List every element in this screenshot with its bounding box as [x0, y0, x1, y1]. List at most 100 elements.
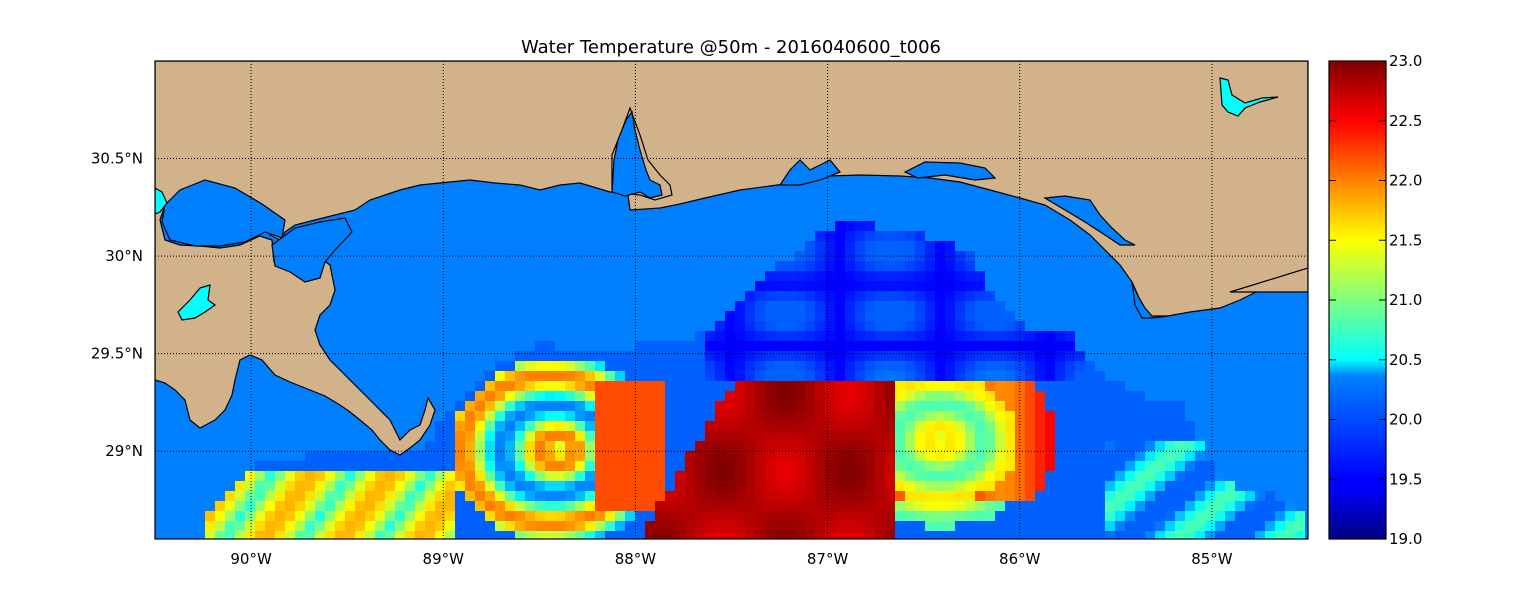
temperature-cell [375, 501, 385, 511]
temperature-cell [355, 511, 365, 521]
temperature-cell [615, 361, 625, 371]
temperature-cell [835, 301, 845, 311]
temperature-cell [405, 471, 415, 481]
temperature-cell [735, 521, 745, 531]
temperature-cell [705, 521, 715, 531]
temperature-cell [895, 461, 905, 471]
temperature-cell [825, 491, 835, 501]
temperature-cell [625, 501, 635, 511]
temperature-cell [405, 461, 415, 471]
temperature-cell [655, 481, 665, 491]
temperature-cell [935, 291, 945, 301]
colorbar-tick-label: 19.5 [1389, 470, 1422, 488]
temperature-cell [455, 491, 465, 501]
land-east-inner [1229, 61, 1308, 293]
temperature-cell [585, 401, 595, 411]
temperature-cell [625, 491, 635, 501]
temperature-cell [645, 511, 655, 521]
temperature-cell [965, 361, 975, 371]
temperature-cell [925, 261, 935, 271]
temperature-cell [925, 321, 935, 331]
temperature-cell [745, 451, 755, 461]
temperature-cell [305, 461, 315, 471]
temperature-cell [665, 481, 675, 491]
temperature-cell [805, 411, 815, 421]
temperature-cell [705, 491, 715, 501]
temperature-cell [1205, 481, 1215, 491]
temperature-cell [1035, 371, 1045, 381]
temperature-cell [875, 471, 885, 481]
temperature-cell [845, 441, 855, 451]
temperature-cell [935, 281, 945, 291]
temperature-cell [485, 381, 495, 391]
temperature-cell [1125, 431, 1135, 441]
temperature-cell [845, 411, 855, 421]
temperature-cell [1065, 411, 1075, 421]
temperature-cell [575, 481, 585, 491]
temperature-cell [905, 431, 915, 441]
temperature-cell [885, 361, 895, 371]
lat-tick-label: 30°N [105, 247, 143, 265]
temperature-cell [925, 281, 935, 291]
temperature-cell [565, 511, 575, 521]
temperature-cell [725, 361, 735, 371]
temperature-cell [375, 481, 385, 491]
temperature-cell [815, 381, 825, 391]
temperature-cell [905, 311, 915, 321]
temperature-cell [825, 451, 835, 461]
temperature-cell [515, 361, 525, 371]
temperature-cell [715, 461, 725, 471]
temperature-cell [815, 321, 825, 331]
temperature-cell [975, 401, 985, 411]
temperature-cell [755, 511, 765, 521]
temperature-cell [895, 431, 905, 441]
temperature-cell [1185, 451, 1195, 461]
temperature-cell [655, 501, 665, 511]
temperature-cell [635, 381, 645, 391]
temperature-cell [365, 451, 375, 461]
temperature-cell [1085, 401, 1095, 411]
temperature-cell [895, 331, 905, 341]
temperature-cell [615, 371, 625, 381]
temperature-cell [505, 431, 515, 441]
temperature-cell [705, 421, 715, 431]
temperature-cell [855, 301, 865, 311]
temperature-cell [265, 531, 275, 539]
temperature-cell [465, 531, 475, 539]
temperature-cell [1095, 521, 1105, 531]
temperature-cell [765, 431, 775, 441]
temperature-cell [745, 311, 755, 321]
temperature-cell [835, 491, 845, 501]
temperature-cell [1065, 501, 1075, 511]
temperature-cell [1145, 471, 1155, 481]
temperature-cell [315, 481, 325, 491]
temperature-cell [715, 401, 725, 411]
temperature-cell [535, 431, 545, 441]
temperature-cell [975, 531, 985, 539]
temperature-cell [665, 531, 675, 539]
temperature-cell [1185, 471, 1195, 481]
temperature-cell [535, 361, 545, 371]
temperature-cell [275, 521, 285, 531]
temperature-cell [895, 341, 905, 351]
temperature-cell [1235, 491, 1245, 501]
temperature-cell [485, 501, 495, 511]
temperature-cell [475, 391, 485, 401]
temperature-cell [985, 401, 995, 411]
temperature-cell [975, 461, 985, 471]
temperature-cell [1045, 511, 1055, 521]
temperature-cell [805, 521, 815, 531]
temperature-cell [1025, 441, 1035, 451]
temperature-cell [985, 411, 995, 421]
temperature-cell [645, 431, 655, 441]
temperature-cell [785, 301, 795, 311]
temperature-cell [495, 491, 505, 501]
temperature-cell [1055, 421, 1065, 431]
temperature-cell [465, 441, 475, 451]
temperature-cell [565, 421, 575, 431]
temperature-cell [595, 401, 605, 411]
temperature-cell [705, 471, 715, 481]
temperature-cell [755, 331, 765, 341]
temperature-cell [855, 371, 865, 381]
temperature-cell [565, 401, 575, 411]
